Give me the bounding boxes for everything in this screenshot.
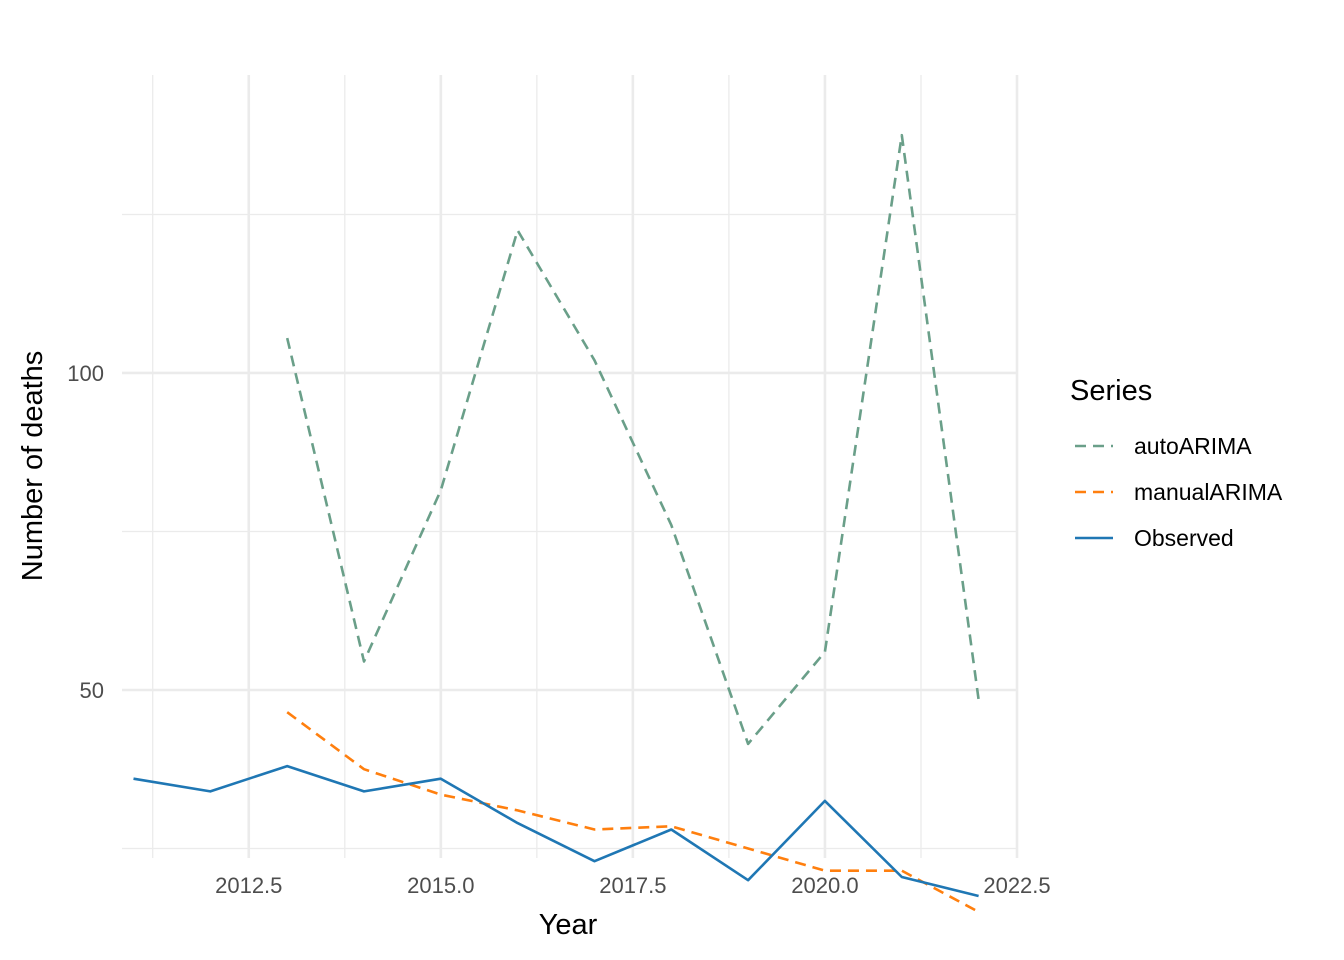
series-line-Observed [133, 764, 979, 898]
x-axis-tick-labels: 2012.5 2015.0 2017.5 2020.0 2022.5 [215, 873, 1051, 898]
y-tick-label: 50 [80, 678, 104, 703]
legend: Series autoARIMA manualARIMA Observed [1070, 375, 1283, 551]
x-axis-title: Year [539, 909, 598, 941]
series-line-autoARIMA [285, 133, 980, 746]
minor-gridlines [122, 75, 1017, 858]
x-tick-label: 2015.0 [407, 873, 474, 898]
legend-title: Series [1070, 375, 1152, 407]
series-lines [133, 133, 980, 914]
legend-label: autoARIMA [1134, 433, 1252, 459]
x-tick-label: 2012.5 [215, 873, 282, 898]
x-tick-label: 2017.5 [599, 873, 666, 898]
legend-label: manualARIMA [1134, 479, 1283, 505]
y-axis-tick-labels: 50 100 [67, 361, 104, 703]
x-tick-label: 2020.0 [791, 873, 858, 898]
x-tick-label: 2022.5 [983, 873, 1050, 898]
major-gridlines [122, 75, 1019, 858]
legend-label: Observed [1134, 525, 1234, 551]
y-tick-label: 100 [67, 361, 104, 386]
series-line-manualARIMA [286, 711, 980, 914]
y-axis-title: Number of deaths [17, 351, 49, 582]
